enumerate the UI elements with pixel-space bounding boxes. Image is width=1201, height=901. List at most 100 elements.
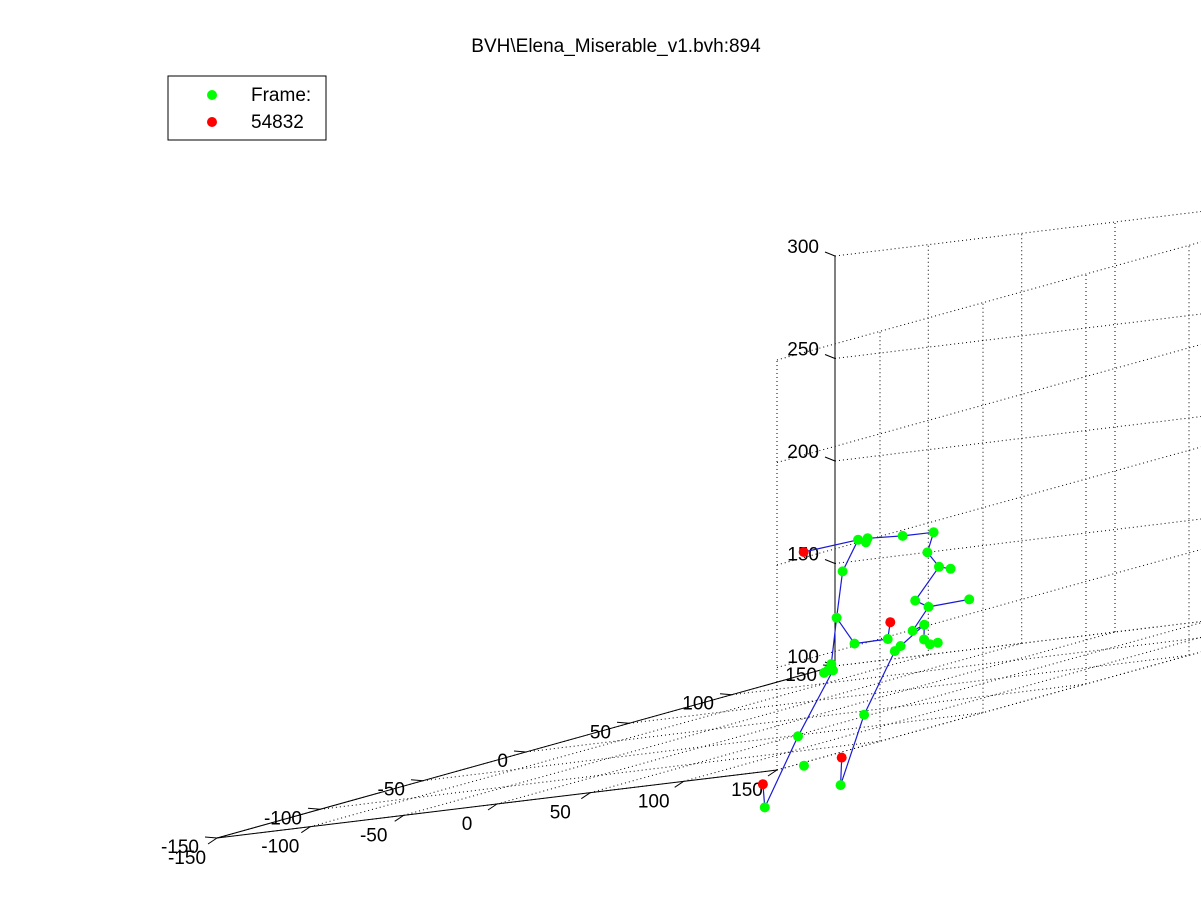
x-tick-label: 100 [638,791,670,812]
skeleton-bone [914,566,940,601]
joint-point-green [882,634,893,644]
x-tick [767,769,778,777]
skeleton-bone [764,736,799,808]
joint-point-green [837,566,848,577]
legend-marker-frame [207,90,217,100]
y-tick [616,721,630,724]
grid-lines [216,211,1201,839]
x-tick-label: -100 [261,837,299,858]
skeleton-bone [842,539,859,572]
skeleton-bone [840,714,865,786]
skeleton-bone [797,670,834,737]
joint-point-green [860,537,871,548]
legend-box [167,75,327,141]
z-tick-label: 200 [787,442,819,463]
grid-line-sidewall-z [776,343,1201,463]
y-tick-label: 100 [682,694,714,715]
y-tick-label: -50 [378,780,405,801]
joint-point-green [799,760,809,771]
joint-point-green [819,667,829,678]
y-tick-label: 50 [590,722,611,743]
skeleton-bone [902,531,934,537]
joint-point-green [828,665,838,676]
x-tick-label: 150 [731,780,763,801]
joint-point-red [757,779,768,790]
joint-point-green [897,530,908,541]
skeleton-bone [836,617,855,644]
grid-line-floor-x [496,631,1116,805]
z-tick-label: 100 [787,647,819,668]
z-tick-label: 250 [787,340,819,361]
joint-point-green [922,547,933,558]
joint-point-green [907,625,918,636]
joint-point-red [885,617,896,628]
joint-point-red [798,547,809,557]
joint-point-green [759,802,770,813]
joint-point-green [964,594,975,605]
z-tick [824,559,836,564]
y-tick-label: -100 [264,808,302,829]
z-tick-label: 300 [787,237,819,258]
skeleton-bone [830,617,838,665]
joint-point-green [910,595,921,606]
x-tick [487,803,498,811]
x-tick-label: -150 [168,848,206,869]
grid-line-backwall-z [834,621,1201,667]
y-tick [719,693,733,696]
joint-point-green [793,731,803,742]
legend: Frame: 54832 [167,75,327,141]
joint-point-green [934,561,944,572]
axis-lines [204,251,836,845]
joint-point-red [836,752,847,763]
z-tick [824,354,836,359]
grid-line-backwall-z [834,416,1201,462]
legend-label-54832: 54832 [251,112,304,133]
joint-point-green [835,780,846,791]
joint-point-green [831,612,842,623]
skeleton-bone [803,539,859,553]
skeleton-bone [836,571,844,618]
grid-line-backwall-z [834,518,1201,564]
joint-point-green [919,619,930,630]
skeleton-bones [762,531,970,808]
grid-line-floor-x [310,654,929,828]
joint-point-green [889,646,900,657]
joint-point-green [853,534,864,545]
grid-line-sidewall-z [776,446,1201,566]
y-tick [307,807,321,810]
y-tick [513,750,527,753]
legend-marker-54832 [207,117,217,127]
y-tick-label: 150 [785,665,817,686]
skeleton-bone [867,535,903,539]
skeleton-bone [928,598,970,608]
y-tick [410,779,424,782]
grid-line-sidewall-z [776,651,1201,771]
joint-markers [757,527,975,813]
legend-label-frame: Frame: [251,85,311,106]
grid-line-backwall-z [834,211,1201,257]
joint-point-green [932,637,943,648]
y-tick-label: 0 [497,751,508,772]
x-tick [207,837,218,845]
x-tick [394,814,404,822]
x-tick-label: 50 [550,803,571,824]
joint-point-green [859,709,870,720]
x-tick-label: 0 [462,814,473,835]
joint-point-green [923,601,934,612]
skeleton-bone [863,650,896,715]
tick-labels: -150-100-50050100150-150-100-50050100150… [161,237,819,869]
x-tick-label: -50 [360,825,387,846]
joint-point-green [849,638,860,649]
z-tick [824,251,836,257]
joint-point-green [925,639,935,650]
x-tick [581,792,591,800]
grid-line-backwall-z [834,313,1201,359]
chart-title: BVH\Elena_Miserable_v1.bvh:894 [471,36,761,57]
x-tick [674,780,684,788]
grid-line-floor-x [683,636,1201,782]
joint-point-green [945,563,956,574]
z-tick [824,456,836,462]
grid-line-sidewall-z [776,241,1201,361]
